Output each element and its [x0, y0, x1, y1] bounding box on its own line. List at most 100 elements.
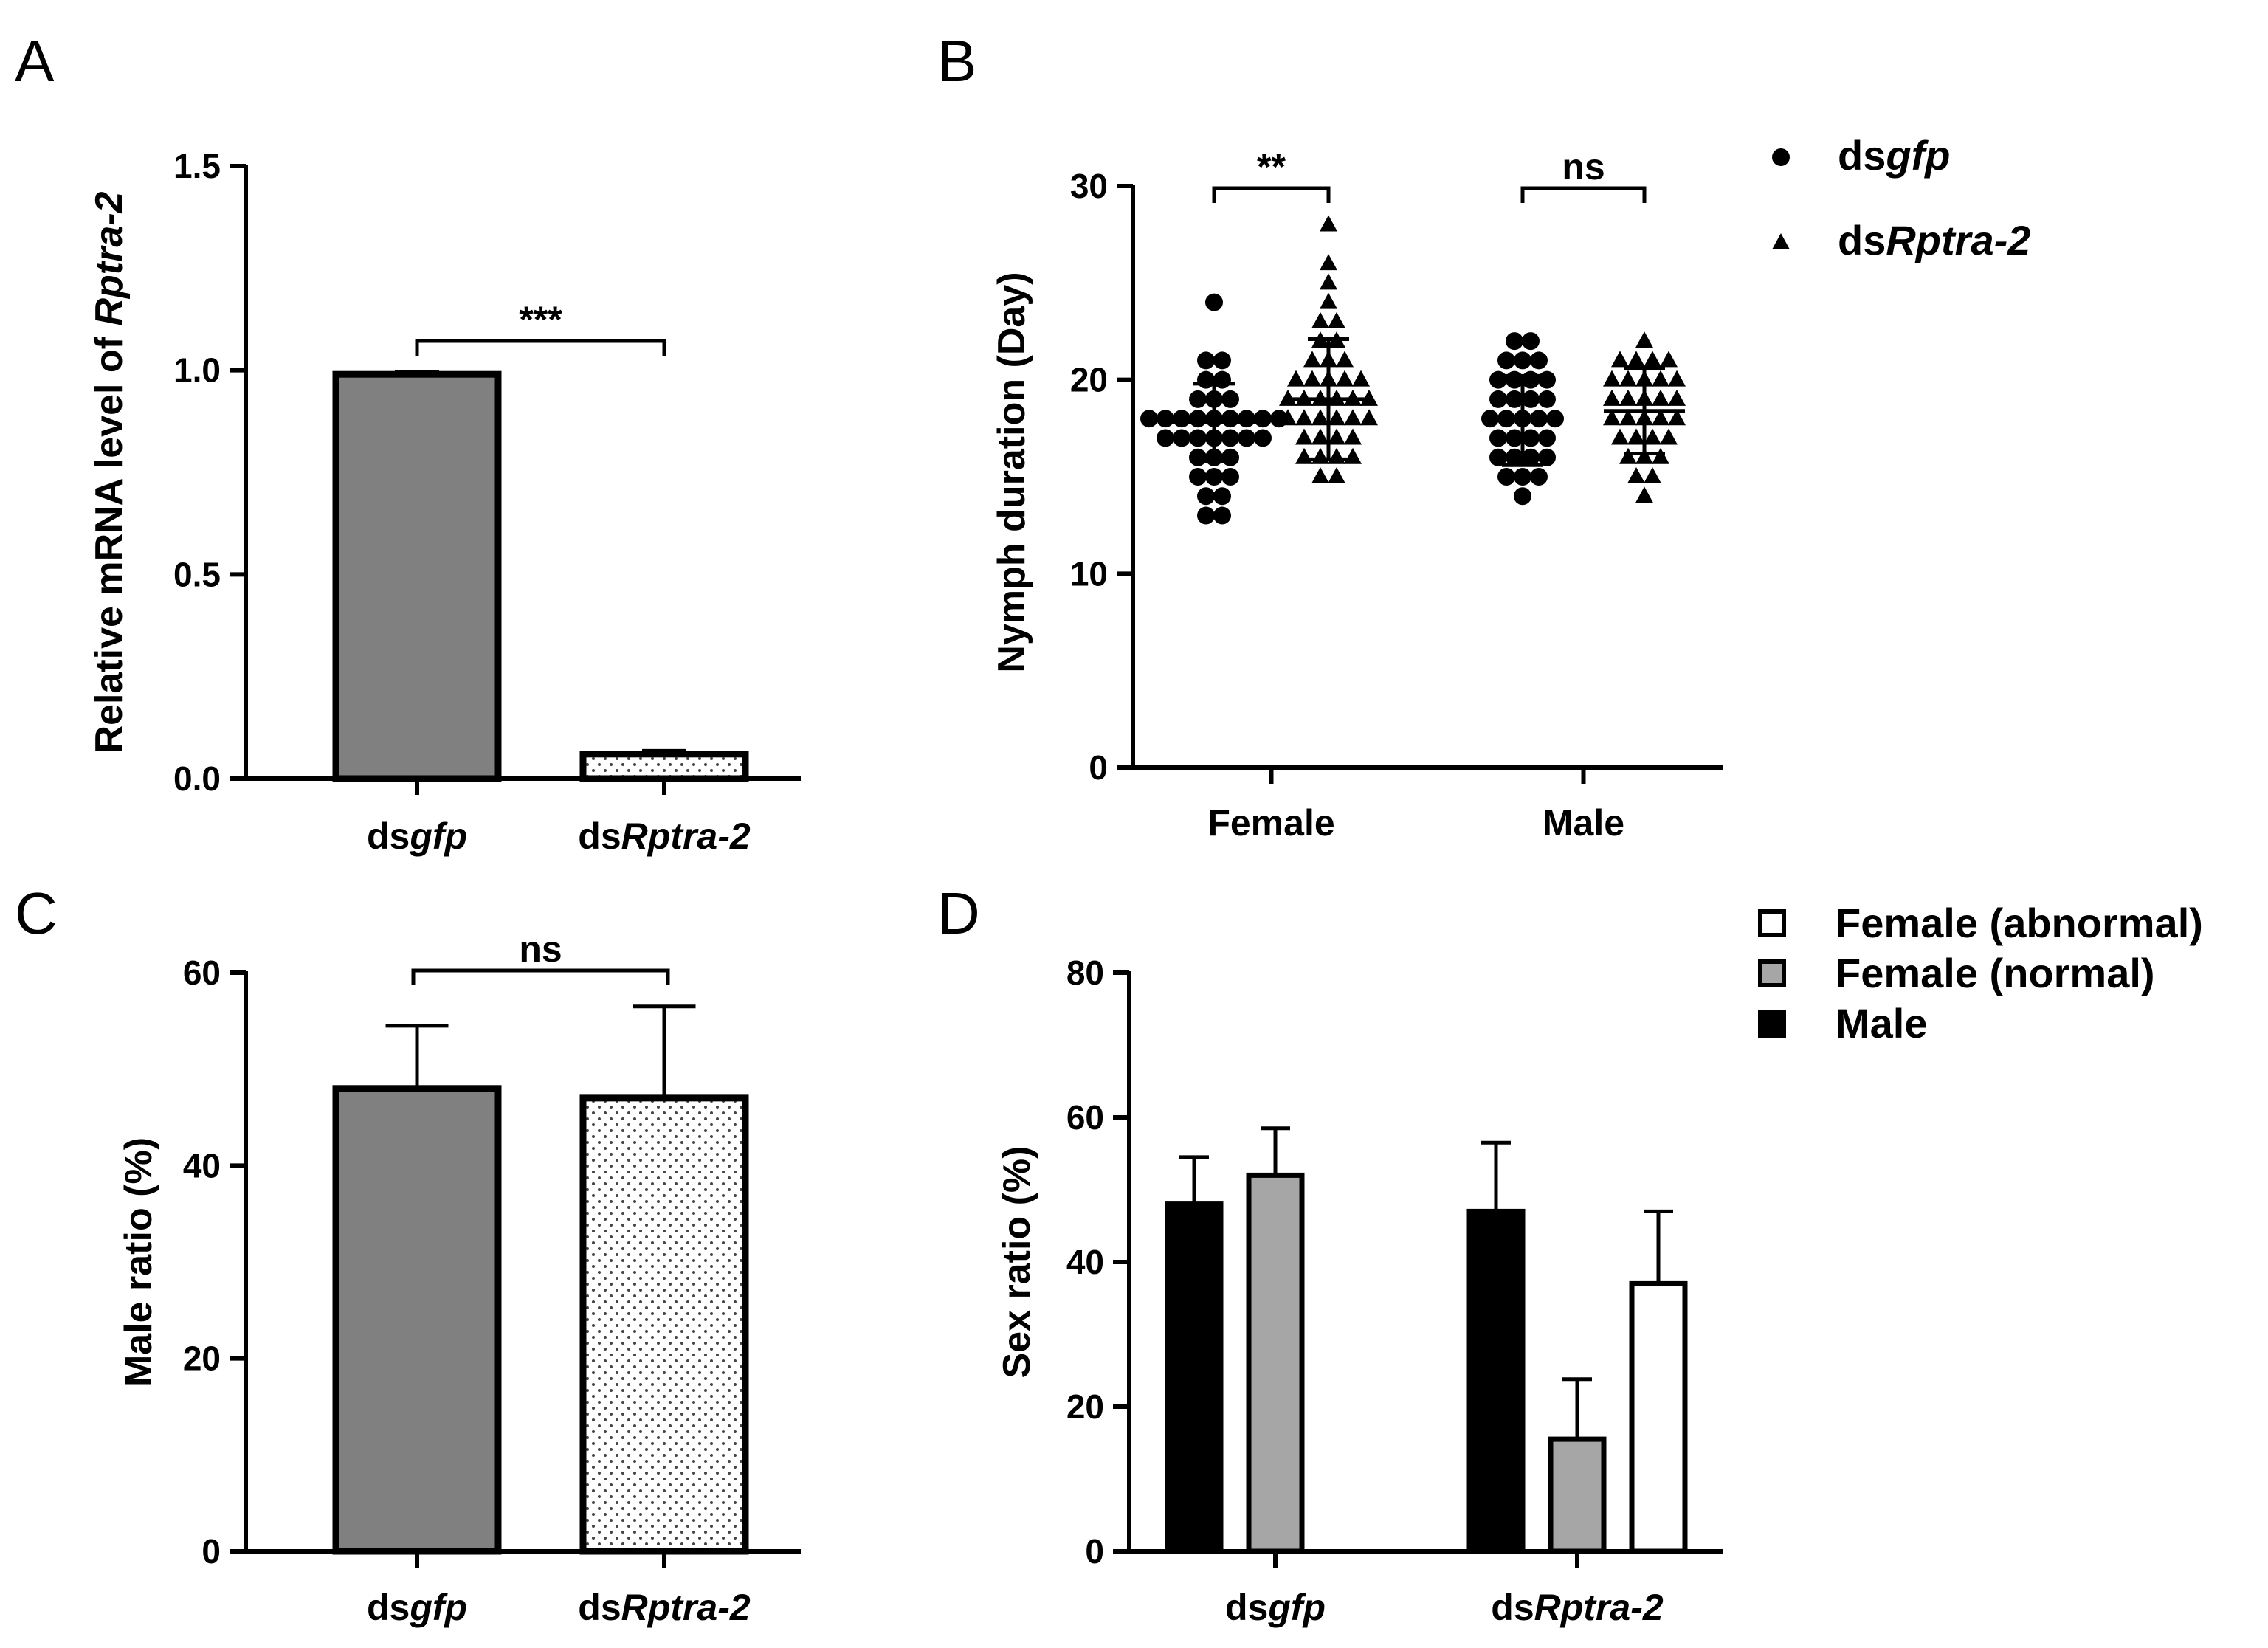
b-point-circle: [1522, 429, 1540, 447]
b-point-circle: [1506, 370, 1523, 389]
d-bar: [1548, 1436, 1607, 1554]
panel-label-d: D: [937, 880, 980, 946]
b-point-triangle: [1352, 370, 1370, 387]
b-point-triangle: [1344, 428, 1362, 445]
b-point-triangle: [1619, 389, 1637, 406]
b-point-circle: [1514, 351, 1531, 370]
c-y-axis-label: Male ratio (%): [117, 1137, 160, 1387]
b-legend-label: dsgfp: [1838, 132, 1950, 179]
b-point-triangle: [1635, 331, 1653, 348]
b-point-circle: [1221, 448, 1239, 466]
b-point-triangle: [1652, 447, 1669, 464]
c-y-tick-label: 40: [183, 1146, 221, 1185]
b-point-circle: [1140, 410, 1158, 428]
b-y-tick-label: 30: [1070, 167, 1108, 205]
b-point-triangle: [1320, 215, 1337, 232]
b-legend-circle-marker: [1772, 148, 1790, 166]
b-point-triangle: [1627, 351, 1645, 368]
c-x-tick-label: dsgfp: [367, 1587, 467, 1628]
b-point-triangle: [1668, 370, 1686, 387]
b-point-circle: [1538, 370, 1556, 389]
a-x-tick-label: dsRptra-2: [578, 816, 751, 857]
b-significance-label: ns: [1562, 146, 1605, 187]
b-point-triangle: [1627, 467, 1645, 483]
b-point-triangle: [1644, 467, 1661, 483]
b-point-circle: [1514, 487, 1531, 506]
b-y-tick-label: 0: [1089, 748, 1108, 787]
b-point-circle: [1506, 332, 1523, 351]
b-point-circle: [1197, 487, 1215, 506]
b-point-circle: [1497, 351, 1515, 370]
b-y-tick-label: 20: [1070, 361, 1108, 399]
b-significance-bracket: [1212, 186, 1331, 203]
b-point-triangle: [1611, 428, 1629, 445]
b-point-triangle: [1320, 273, 1337, 290]
b-legend-triangle-marker: [1772, 233, 1790, 249]
b-point-triangle: [1344, 409, 1362, 426]
d-y-tick-label: 0: [1085, 1532, 1104, 1571]
b-point-triangle: [1311, 467, 1329, 483]
b-significance-label: **: [1257, 146, 1286, 187]
b-point-circle: [1189, 410, 1207, 428]
chart-a: 0.0 0.5 1.0 1.5 dsgfp dsRptra-2 *** Relative mR…: [88, 147, 801, 857]
b-point-circle: [1254, 429, 1272, 447]
b-point-circle: [1189, 390, 1207, 408]
d-y-axis-label: Sex ratio (%): [996, 1146, 1038, 1379]
a-y-tick-label: 1.0: [173, 351, 221, 390]
b-point-triangle: [1328, 467, 1345, 483]
b-point-triangle: [1652, 370, 1669, 387]
d-legend-swatch: [1758, 1010, 1786, 1038]
b-point-circle: [1497, 468, 1515, 486]
a-y-tick-label: 0.5: [173, 555, 221, 593]
b-point-triangle: [1611, 351, 1629, 368]
d-legend-swatch: [1758, 959, 1786, 987]
b-point-circle: [1189, 448, 1207, 466]
b-point-circle: [1213, 351, 1231, 370]
a-significance-label: ***: [519, 299, 562, 340]
c-significance-label: ns: [519, 928, 562, 970]
b-point-triangle: [1619, 447, 1637, 464]
b-point-triangle: [1336, 370, 1354, 387]
b-point-triangle: [1303, 370, 1321, 387]
b-point-circle: [1221, 410, 1239, 428]
b-point-triangle: [1303, 351, 1321, 368]
a-significance-bracket: [415, 339, 666, 356]
b-point-triangle: [1652, 389, 1669, 406]
b-point-circle: [1221, 468, 1239, 486]
b-point-triangle: [1644, 351, 1661, 368]
d-legend-label: Male: [1836, 1000, 1928, 1047]
chart-c: 0 20 40 60 dsgfp dsRptra-2 ns Male ratio (%): [117, 928, 801, 1628]
b-point-circle: [1489, 390, 1507, 408]
b-y-tick-label: 10: [1070, 554, 1108, 593]
panel-label-c: C: [15, 880, 58, 946]
a-y-tick-label: 0.0: [173, 759, 221, 798]
chart-d: 0 20 40 60 80 dsgfp dsRptra-2 Sex ratio (%) Fema…: [996, 900, 2203, 1628]
b-point-circle: [1522, 390, 1540, 408]
d-x-tick-label: dsRptra-2: [1491, 1587, 1664, 1628]
a-y-tick-label: 1.5: [173, 147, 221, 185]
c-significance-bracket: [411, 968, 670, 985]
a-bar: [579, 751, 749, 782]
b-point-triangle: [1360, 409, 1378, 426]
b-point-triangle: [1619, 409, 1637, 426]
b-point-triangle: [1603, 409, 1621, 426]
b-point-triangle: [1328, 409, 1345, 426]
b-point-triangle: [1660, 428, 1678, 445]
b-point-circle: [1197, 506, 1215, 525]
c-bar: [332, 1085, 502, 1555]
b-point-circle: [1205, 468, 1223, 486]
b-point-triangle: [1311, 428, 1329, 445]
b-point-triangle: [1295, 447, 1313, 464]
b-point-triangle: [1635, 447, 1653, 464]
a-bar: [332, 370, 502, 782]
d-bar: [1165, 1201, 1224, 1554]
c-y-tick-label: 20: [183, 1340, 221, 1378]
b-point-triangle: [1320, 254, 1337, 271]
b-point-triangle: [1603, 370, 1621, 387]
b-point-triangle: [1311, 311, 1329, 328]
d-bar: [1629, 1280, 1688, 1554]
b-point-circle: [1213, 506, 1231, 525]
b-point-circle: [1238, 429, 1255, 447]
b-point-circle: [1238, 410, 1255, 428]
b-point-circle: [1213, 370, 1231, 389]
